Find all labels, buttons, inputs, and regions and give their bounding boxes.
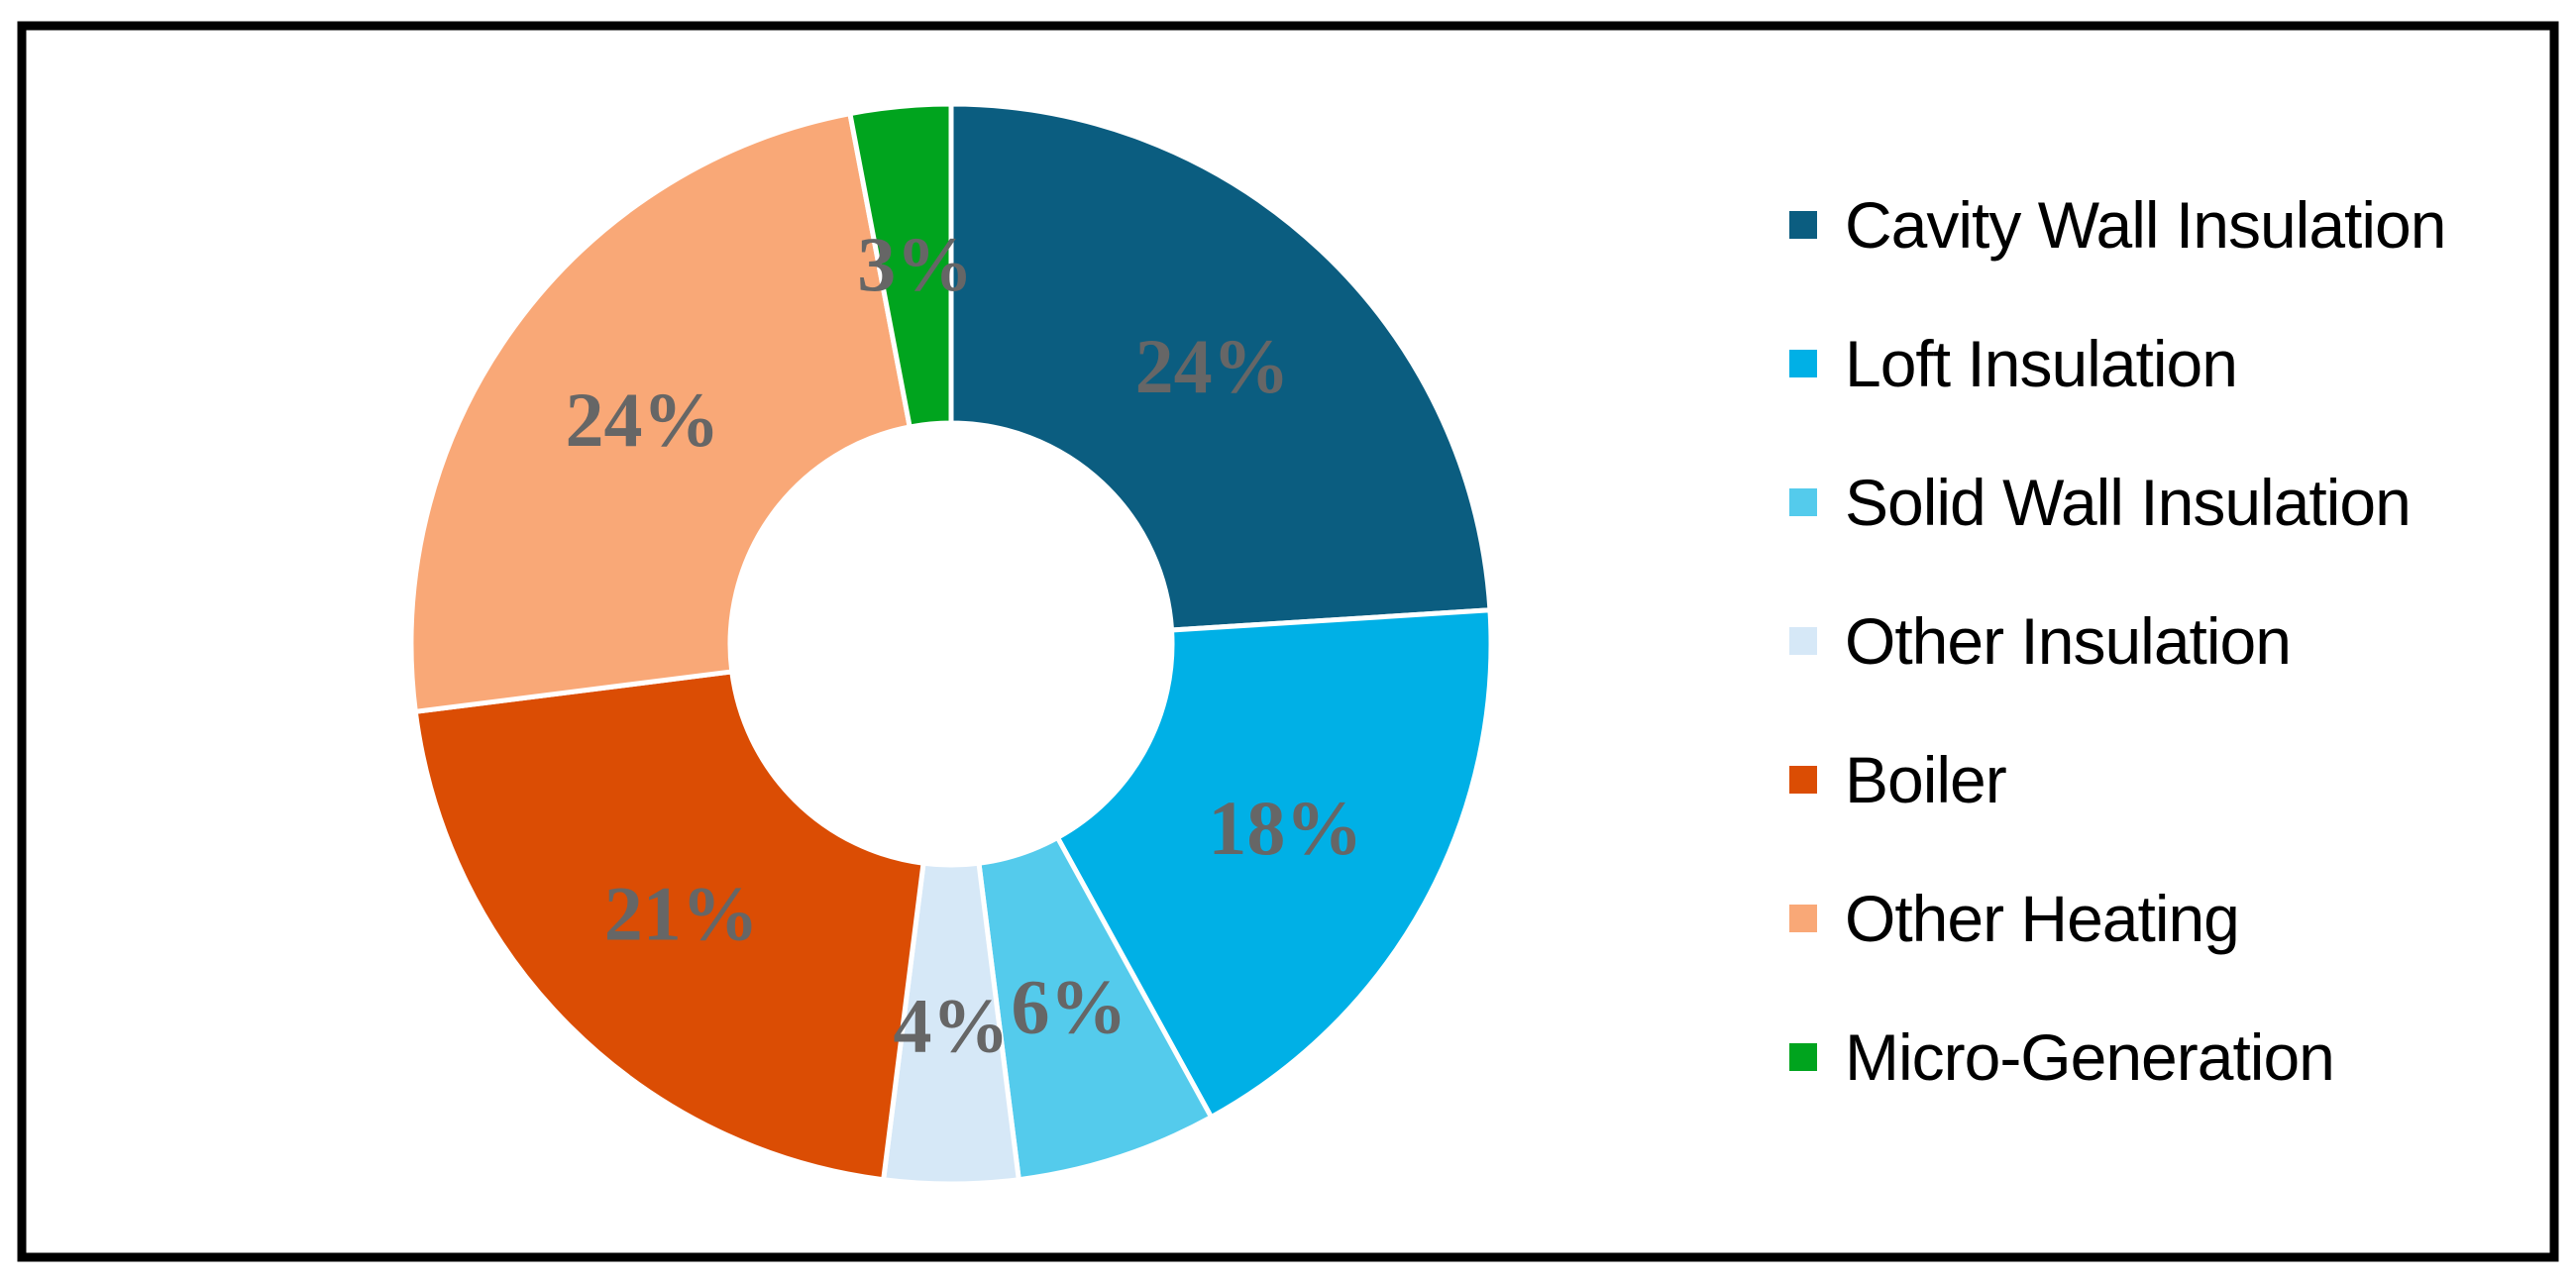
data-label-micro-generation: 3% xyxy=(857,221,973,307)
data-label-solid-wall-insulation: 6% xyxy=(1012,964,1127,1050)
legend-swatch-solid-wall-insulation xyxy=(1789,488,1817,516)
legend-item-micro-generation: Micro-Generation xyxy=(1789,1019,2445,1095)
data-label-cavity-wall-insulation: 24% xyxy=(1135,323,1290,409)
legend-swatch-cavity-wall-insulation xyxy=(1789,211,1817,239)
legend-item-boiler: Boiler xyxy=(1789,742,2445,817)
legend-swatch-boiler xyxy=(1789,766,1817,794)
pie-slice-boiler xyxy=(412,669,926,1183)
legend-label: Boiler xyxy=(1845,743,2007,816)
donut-data-labels: 24% 18% 6%4% 21% 24% 3% xyxy=(566,221,1363,1068)
data-label-boiler: 21% xyxy=(604,871,759,957)
pie-slice-loft-insulation xyxy=(1054,607,1494,1121)
legend-swatch-other-insulation xyxy=(1789,627,1817,655)
data-label-other-insulation: 4% xyxy=(894,983,1010,1069)
legend-item-other-insulation: Other Insulation xyxy=(1789,603,2445,679)
legend-item-solid-wall-insulation: Solid Wall Insulation xyxy=(1789,465,2445,540)
donut-slices xyxy=(408,101,1494,1187)
data-label-loft-insulation: 18% xyxy=(1208,785,1362,871)
chart-border xyxy=(17,21,2559,1262)
legend-item-loft-insulation: Loft Insulation xyxy=(1789,326,2445,401)
legend-swatch-loft-insulation xyxy=(1789,350,1817,377)
legend: Cavity Wall Insulation Loft Insulation Sol… xyxy=(1789,187,2446,1095)
pie-slice-cavity-wall-insulation xyxy=(948,101,1493,633)
legend-label: Other Heating xyxy=(1845,882,2240,955)
pie-slice-micro-generation xyxy=(847,101,954,430)
legend-item-other-heating: Other Heating xyxy=(1789,881,2445,956)
pie-slice-other-heating xyxy=(408,111,912,714)
legend-swatch-other-heating xyxy=(1789,905,1817,932)
legend-label: Solid Wall Insulation xyxy=(1845,466,2412,539)
legend-swatch-micro-generation xyxy=(1789,1043,1817,1071)
legend-item-cavity-wall-insulation: Cavity Wall Insulation xyxy=(1789,187,2446,263)
legend-label: Micro-Generation xyxy=(1845,1020,2335,1094)
legend-label: Loft Insulation xyxy=(1845,327,2238,400)
legend-label: Other Insulation xyxy=(1845,604,2292,678)
legend-label: Cavity Wall Insulation xyxy=(1845,188,2446,262)
data-label-other-heating: 24% xyxy=(566,376,720,463)
